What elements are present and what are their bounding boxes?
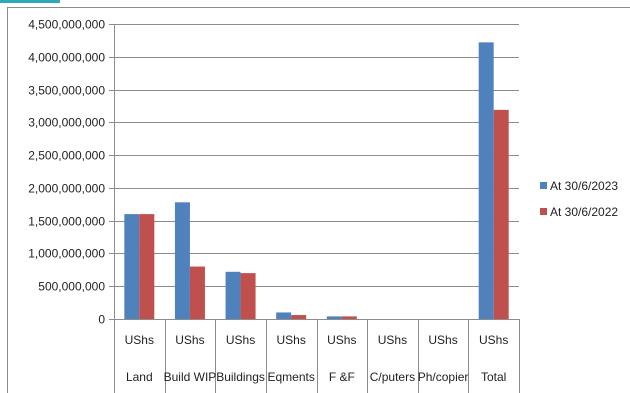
bar <box>225 271 241 319</box>
x-category-label: Build WIP <box>164 370 217 384</box>
bar <box>493 109 509 319</box>
legend-swatch <box>540 208 547 215</box>
x-category-label: F &F <box>329 370 355 384</box>
x-unit-label: UShs <box>125 333 154 347</box>
bar <box>139 214 155 319</box>
x-unit-label: UShs <box>175 333 204 347</box>
chart-frame <box>7 7 630 393</box>
x-category-label: Land <box>126 370 153 384</box>
legend-swatch <box>540 182 547 189</box>
x-category-label: Buildings <box>216 370 265 384</box>
bar <box>124 214 140 319</box>
legend-label: At 30/6/2022 <box>550 205 618 219</box>
y-tick-label: 3,500,000,000 <box>28 84 105 98</box>
x-unit-label: UShs <box>428 333 457 347</box>
legend-label: At 30/6/2023 <box>550 179 618 193</box>
x-unit-label: UShs <box>226 333 255 347</box>
y-tick-label: 0 <box>98 313 105 327</box>
bar <box>174 202 190 319</box>
x-unit-label: UShs <box>378 333 407 347</box>
top-accent-bar <box>0 0 60 3</box>
y-tick-label: 3,000,000,000 <box>28 116 105 130</box>
bar <box>291 315 307 319</box>
x-unit-label: UShs <box>479 333 508 347</box>
x-category-label: Eqments <box>268 370 315 384</box>
bars <box>124 42 509 319</box>
x-unit-label: UShs <box>277 333 306 347</box>
gridlines <box>114 24 519 320</box>
y-tick-label: 2,000,000,000 <box>28 182 105 196</box>
legend: At 30/6/2023 At 30/6/2022 <box>540 179 618 219</box>
x-axis: UShs Land UShs Build WIP UShs Buildings UShs Eq… <box>114 319 520 393</box>
x-category-label: Total <box>481 370 506 384</box>
x-category-label: Ph/copier <box>418 370 469 384</box>
y-tick-label: 1,500,000,000 <box>28 215 105 229</box>
bar <box>341 316 357 319</box>
x-unit-label: UShs <box>327 333 356 347</box>
bar <box>478 42 494 319</box>
bar <box>276 312 292 319</box>
y-tick-label: 4,500,000,000 <box>28 18 105 32</box>
y-tick-label: 1,000,000,000 <box>28 247 105 261</box>
bar <box>189 266 205 319</box>
y-tick-label: 4,000,000,000 <box>28 51 105 65</box>
bar <box>326 316 342 319</box>
bar <box>240 273 256 319</box>
y-tick-label: 2,500,000,000 <box>28 149 105 163</box>
y-tick-label: 500,000,000 <box>38 280 105 294</box>
y-axis: 0 500,000,000 1,000,000,000 1,500,000,000 2,… <box>28 18 115 327</box>
x-category-label: C/puters <box>370 370 415 384</box>
